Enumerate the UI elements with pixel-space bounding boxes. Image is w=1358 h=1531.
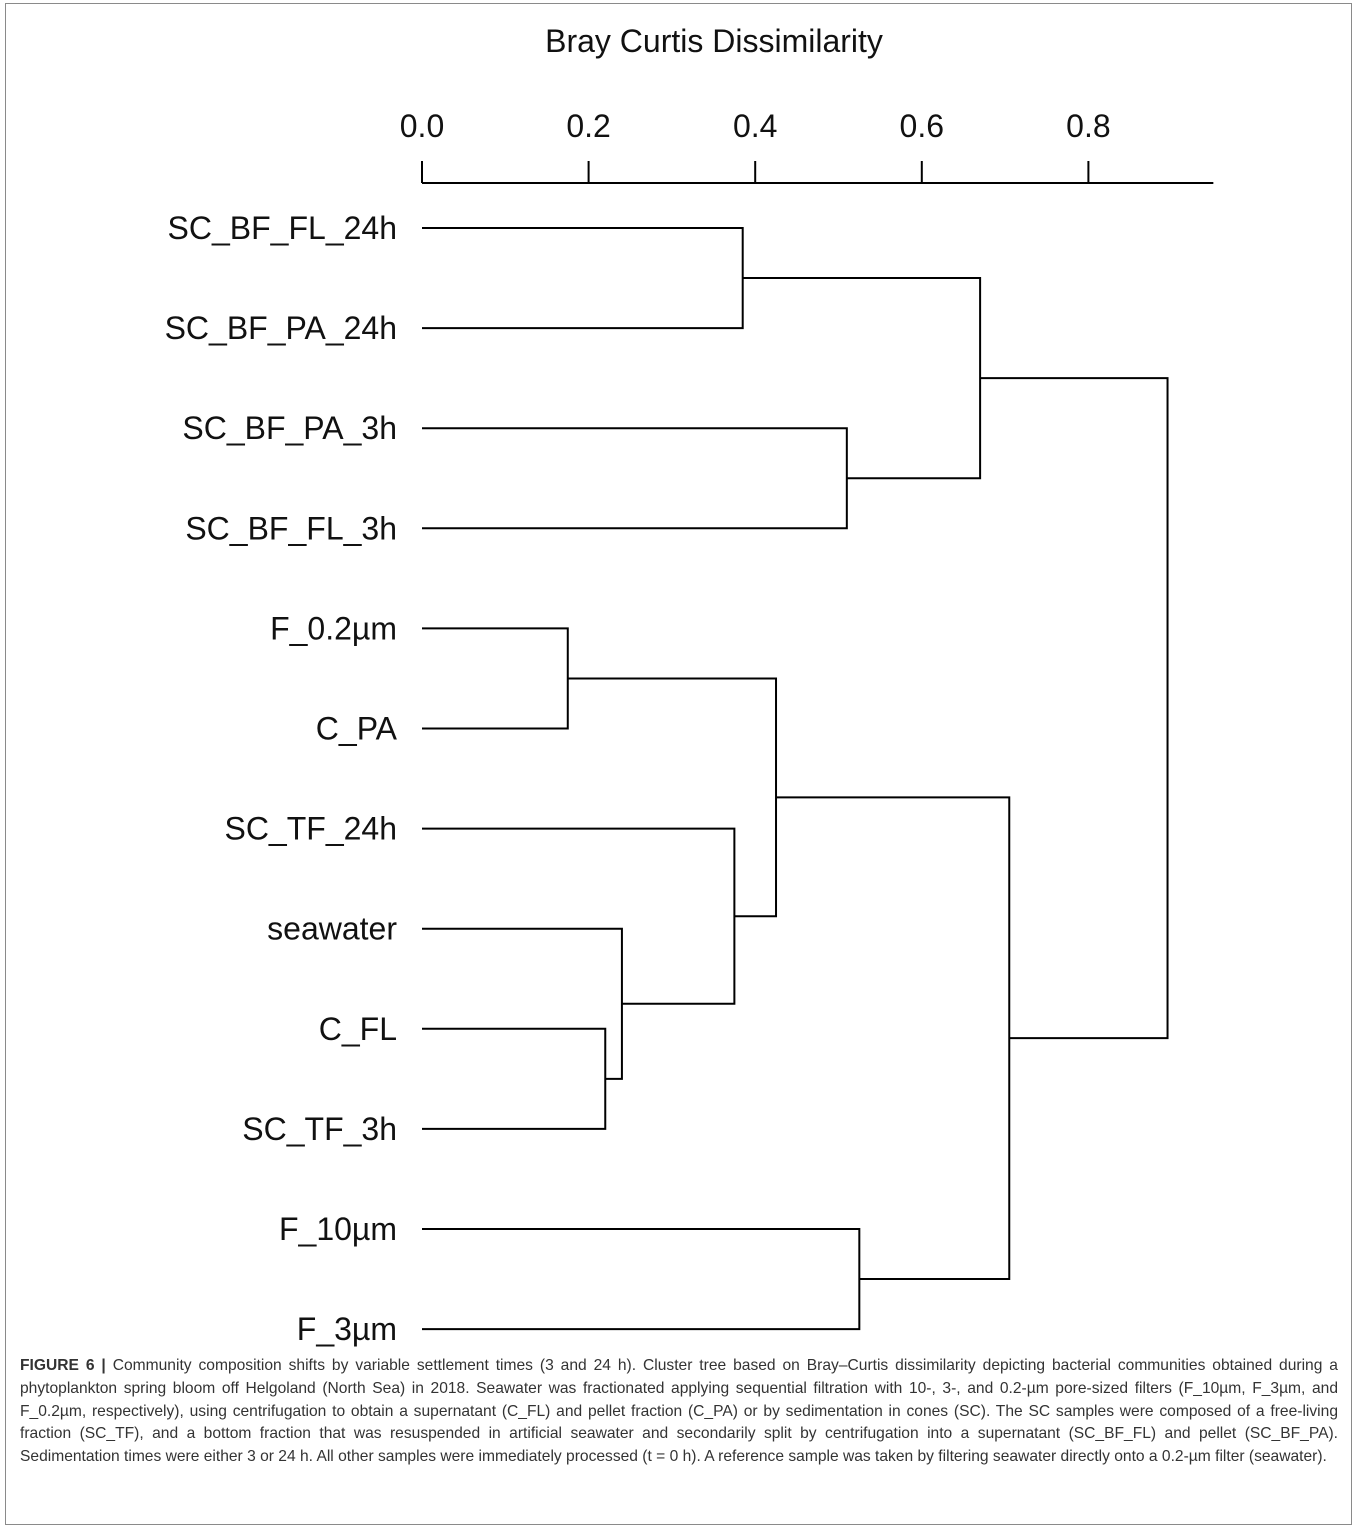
leaf-label: SC_BF_PA_3h [182,410,397,446]
leaf-label: F_0.2µm [270,610,397,646]
dendrogram-branch [776,796,1011,1281]
x-tick-label: 0.8 [1066,108,1110,144]
leaf-label: SC_BF_FL_24h [168,210,397,246]
dendrogram-branch [422,627,569,730]
x-tick-label: 0.4 [733,108,777,144]
leaf-label: SC_BF_FL_3h [185,510,397,546]
dendrogram-chart: Bray Curtis Dissimilarity 0.0 0.2 0.4 0.6 0.… [165,23,1214,1347]
x-tick-label: 0.0 [400,108,444,144]
leaf-label: SC_BF_PA_24h [165,310,397,346]
leaf-label: F_3µm [297,1311,397,1347]
figure-label: FIGURE 6 | [20,1357,106,1374]
axis-title: Bray Curtis Dissimilarity [545,23,883,59]
x-tick-label: 0.2 [566,108,610,144]
x-axis: 0.0 0.2 0.4 0.6 0.8 [400,108,1214,184]
dendrogram-branch [422,927,623,1080]
figure-caption: FIGURE 6 | Community composition shifts … [20,1355,1338,1469]
dendrogram-branch [567,677,778,918]
leaf-label: C_FL [319,1011,397,1047]
leaf-label: F_10µm [279,1211,397,1247]
dendrogram-branch [422,1228,861,1331]
dendrogram-branch [980,377,1169,1040]
dendrogram-branch [422,1027,607,1130]
leaf-label: SC_TF_24h [224,811,397,847]
dendrogram-branch [422,827,736,1005]
caption-text: Community composition shifts by variable… [20,1357,1338,1466]
dendrogram-branches [422,227,1169,1331]
dendrogram-branch [742,277,982,480]
leaf-label: C_PA [316,711,398,747]
figure-frame [5,3,1352,1525]
dendrogram-branch [422,427,848,530]
leaf-labels: SC_BF_FL_24h SC_BF_PA_24h SC_BF_PA_3h SC_BF… [165,210,398,1347]
leaf-label: SC_TF_3h [242,1111,397,1147]
x-tick-label: 0.6 [900,108,944,144]
leaf-label: seawater [267,911,397,947]
dendrogram-branch [422,227,744,330]
